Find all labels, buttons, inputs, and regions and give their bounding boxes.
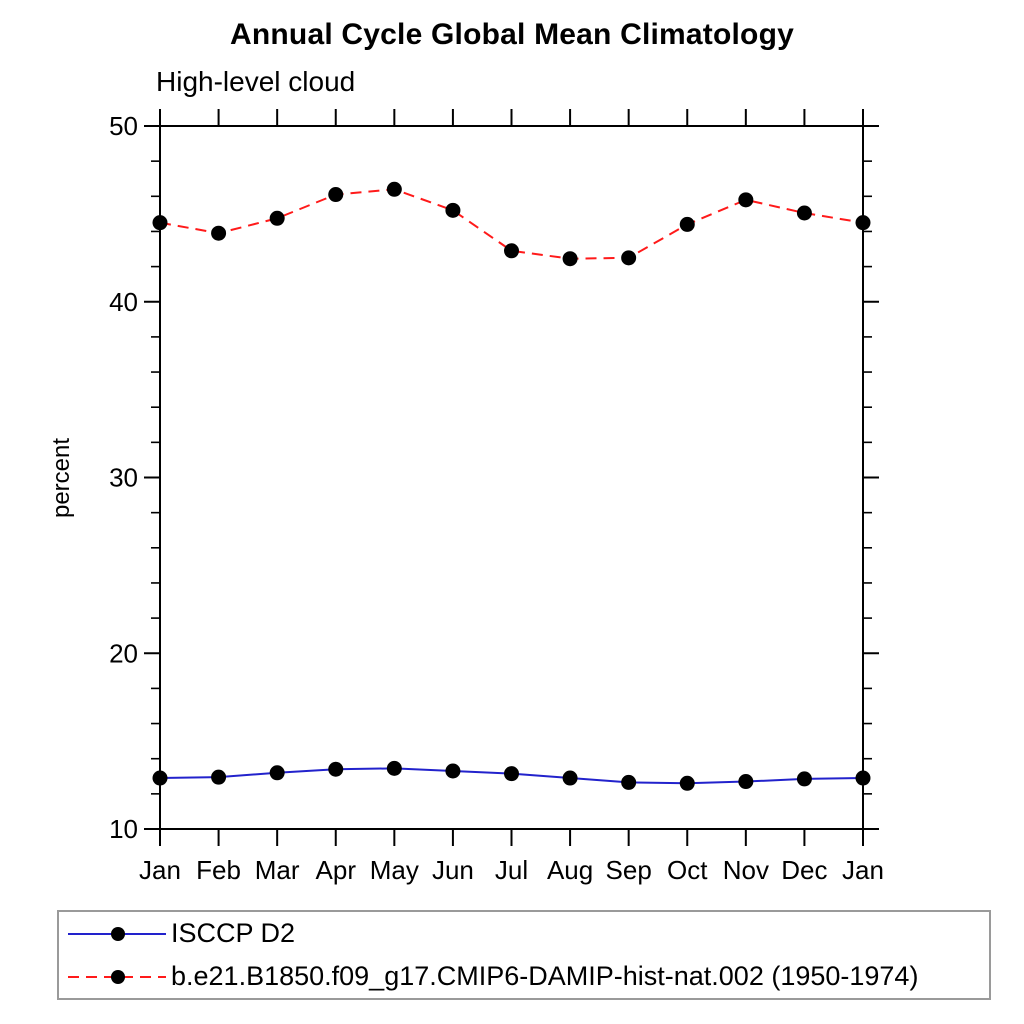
- data-point-marker-1: [445, 202, 461, 218]
- x-tick-label: Jan: [139, 855, 181, 885]
- data-point-marker-1: [621, 250, 637, 266]
- y-tick-label: 30: [109, 463, 138, 493]
- legend-box: ISCCP D2 b.e21.B1850.f09_g17.CMIP6-DAMIP…: [57, 910, 991, 1000]
- data-point-marker-1: [562, 251, 578, 267]
- legend-marker-dot-icon: [111, 926, 125, 941]
- y-tick-label: 50: [109, 111, 138, 141]
- data-point-marker-0: [211, 769, 227, 785]
- data-point-marker-1: [328, 187, 344, 203]
- x-tick-label: Dec: [781, 855, 827, 885]
- x-tick-label: Mar: [255, 855, 300, 885]
- data-point-marker-0: [562, 770, 578, 786]
- data-point-marker-0: [504, 766, 519, 782]
- data-point-marker-0: [152, 770, 168, 786]
- x-tick-label: Aug: [547, 855, 593, 885]
- legend-marker-dot-icon: [111, 969, 125, 984]
- x-tick-label: May: [370, 855, 419, 885]
- plot-frame: [159, 125, 864, 830]
- data-point-marker-0: [269, 765, 285, 781]
- legend-label-observation: ISCCP D2: [171, 918, 296, 948]
- y-tick-label: 10: [109, 814, 138, 844]
- data-point-marker-1: [269, 210, 285, 226]
- data-point-marker-1: [504, 243, 519, 259]
- data-point-marker-0: [679, 775, 695, 791]
- legend-entry-model: b.e21.B1850.f09_g17.CMIP6-DAMIP-hist-nat…: [65, 956, 989, 997]
- y-tick-label: 20: [109, 638, 138, 668]
- x-tick-label: Apr: [316, 855, 357, 885]
- x-tick-label: Oct: [667, 855, 708, 885]
- x-tick-label: Jan: [842, 855, 884, 885]
- data-point-marker-0: [621, 774, 637, 790]
- legend-line-sample-solid: [68, 926, 166, 941]
- data-point-marker-0: [328, 761, 344, 777]
- data-point-marker-1: [152, 215, 168, 231]
- data-point-marker-0: [386, 760, 402, 776]
- data-point-marker-0: [445, 763, 461, 779]
- data-point-marker-0: [738, 774, 754, 790]
- chart-subtitle: High-level cloud: [156, 66, 356, 97]
- legend-entry-observation: ISCCP D2: [65, 913, 989, 954]
- data-point-marker-1: [211, 225, 227, 241]
- x-tick-label: Jun: [432, 855, 474, 885]
- data-point-marker-1: [386, 181, 402, 197]
- data-point-marker-1: [855, 215, 871, 231]
- x-tick-label: Jul: [495, 855, 528, 885]
- data-point-marker-0: [855, 770, 871, 786]
- data-point-marker-1: [679, 216, 695, 232]
- data-point-marker-1: [738, 192, 754, 208]
- x-tick-label: Feb: [196, 855, 241, 885]
- y-tick-label: 40: [109, 287, 138, 317]
- data-point-marker-1: [796, 205, 812, 221]
- chart-title: Annual Cycle Global Mean Climatology: [230, 18, 794, 51]
- legend-label-model: b.e21.B1850.f09_g17.CMIP6-DAMIP-hist-nat…: [171, 961, 919, 991]
- x-tick-label: Sep: [606, 855, 652, 885]
- data-point-marker-0: [796, 771, 812, 787]
- legend-line-sample-dashed: [68, 969, 166, 984]
- x-tick-label: Nov: [723, 855, 769, 885]
